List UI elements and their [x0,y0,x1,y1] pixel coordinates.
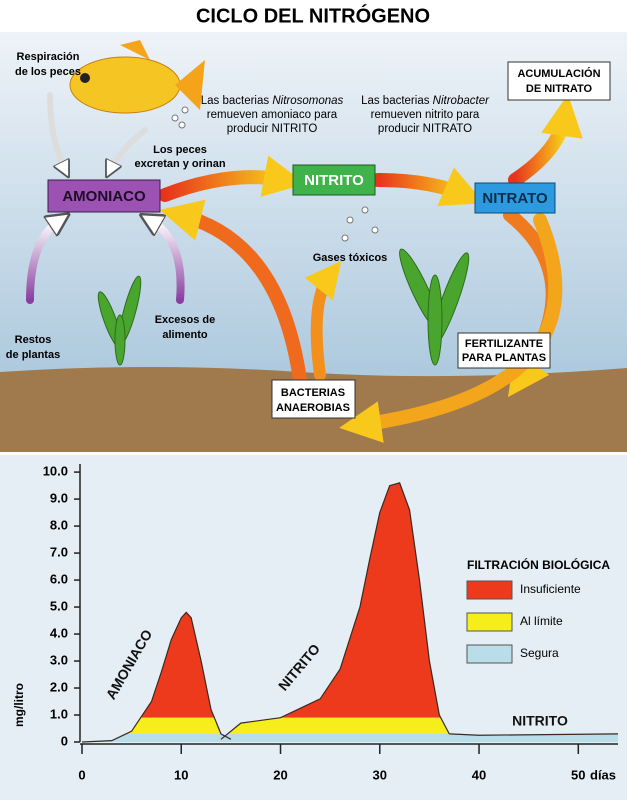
label: Los peces [153,144,207,156]
x-tick-label: 0 [78,767,85,782]
label: Las bacterias Nitrobacter [361,95,490,107]
arrow [26,220,60,304]
box-fertilizante [457,332,551,369]
arrow [159,199,307,387]
label: de plantas [6,349,60,361]
series-label: NITRITO [512,713,568,729]
label: producir NITRITO [227,123,318,135]
arrows [26,92,583,443]
arrow [158,155,306,202]
leaf [427,274,443,366]
y-tick-label: 5.0 [50,598,68,613]
arrow [47,92,65,170]
series-line [81,611,232,743]
bubble [341,234,349,242]
y-tick-label: 6.0 [50,571,68,586]
legend-title: FILTRACIÓN BIOLÓGICA [467,557,610,572]
y-tick-label: 2.0 [50,679,68,694]
y-tick-label: 1.0 [50,706,68,721]
x-tick-label: 40 [472,767,486,782]
y-tick-label: 8.0 [50,518,68,533]
label: Respiración [17,51,80,63]
x-tick-label: 50 [571,767,585,782]
legend-label: Segura [520,646,559,660]
box-label: BACTERIAS [281,387,345,399]
bubble [181,106,189,114]
label: remueven amoniaco para [207,109,338,121]
label: Las bacterias Nitrosomonas [201,95,344,107]
y-tick-label: 3.0 [50,652,68,667]
arrow [150,220,185,304]
fish-body [69,56,181,114]
fish [69,40,205,114]
box-nitrato [474,182,556,214]
y-tick-label: 7.0 [50,545,68,560]
legend-swatch [466,644,513,664]
label: Gases tóxicos [313,252,388,264]
bubble [371,226,379,234]
box-label: ACUMULACIÓN [517,67,600,80]
y-tick-label: 10.0 [43,464,68,479]
bubble [171,114,179,122]
legend-label: Insuficiente [520,582,581,596]
bubbles [171,106,379,242]
box-label: ANAEROBIAS [276,402,350,414]
label: Restos [15,334,52,346]
box-label: DE NITRATO [526,83,593,95]
y-tick-label: 0 [61,733,68,748]
box-amoniaco [47,179,161,213]
label: de los peces [15,66,81,78]
series-line [449,733,619,736]
label: excretan y orinan [134,158,225,170]
box-nitrito [292,164,376,196]
eye [80,73,90,83]
label-part: Las bacterias [201,95,273,107]
plant-right [399,248,470,366]
box-label: NITRATO [482,190,548,207]
plant-left [97,275,142,366]
legend-label: Al límite [520,614,563,628]
bubble [346,216,354,224]
leaf [114,314,126,366]
label: Excesos de [155,314,216,326]
bubble [361,206,369,214]
bubble [178,121,186,129]
box-label: AMONIACO [62,188,146,205]
x-tick-label: 20 [273,767,287,782]
label: alimento [162,329,208,341]
y-tick-label: 9.0 [50,491,68,506]
series-line [220,482,450,740]
arrow [304,260,342,381]
box-bacterias [271,379,356,419]
legend-swatch [466,612,513,632]
box-label: NITRITO [304,172,364,189]
label: remueven nitrito para [371,109,480,121]
tail [175,60,205,110]
y-tick-label: 4.0 [50,625,68,640]
x-tick-label: 10 [174,767,188,782]
chart-background [0,455,627,800]
box-label: FERTILIZANTE [465,338,543,350]
y-axis-label: mg/litro [12,683,26,727]
arrow [508,94,583,187]
zone [82,733,618,742]
label-part: Nitrosomonas [272,95,343,107]
label-part: Nitrobacter [433,95,490,107]
x-tick-label: 30 [373,767,387,782]
box-label: PARA PLANTAS [462,352,546,364]
label: producir NITRATO [378,123,472,135]
arrow [110,127,148,170]
label-part: Las bacterias [361,95,433,107]
legend-swatch [466,580,513,600]
fin [120,40,150,60]
title: CICLO DEL NITRÓGENO [196,3,430,27]
x-axis-label: días [590,767,616,782]
arrow [371,167,485,207]
box-acumulacion [507,61,611,101]
